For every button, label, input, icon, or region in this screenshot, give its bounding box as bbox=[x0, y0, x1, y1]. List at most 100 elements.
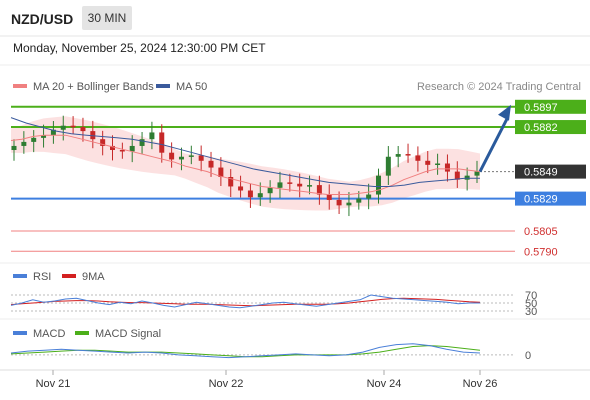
candle-body bbox=[50, 129, 56, 136]
candle-body bbox=[277, 182, 283, 188]
ma20-legend-label: MA 20 + Bollinger Bands bbox=[33, 81, 154, 93]
time-axis: Nov 21 Nov 22 Nov 24 Nov 26 bbox=[36, 370, 498, 390]
bollinger-bands bbox=[11, 116, 480, 211]
candle-body bbox=[474, 171, 480, 176]
rsi-line bbox=[10, 294, 480, 309]
candle-body bbox=[208, 160, 214, 168]
bollinger-band-fill bbox=[11, 116, 480, 211]
ma50-legend-label: MA 50 bbox=[176, 81, 207, 93]
macd-panel: 0 bbox=[10, 343, 531, 362]
forecast-arrow-shaft bbox=[478, 118, 509, 173]
ma50-legend-swatch bbox=[156, 84, 170, 88]
candle-body bbox=[257, 193, 263, 198]
rsi-legend-swatch bbox=[13, 274, 27, 278]
ma50-line bbox=[10, 117, 480, 187]
pivot-level-label: 0.5829 bbox=[524, 194, 558, 206]
candle-body bbox=[218, 167, 224, 177]
candle-body bbox=[287, 182, 293, 184]
candle-body bbox=[444, 163, 450, 172]
candle-body bbox=[178, 156, 184, 160]
chart-datetime: Monday, November 25, 2024 12:30:00 PM CE… bbox=[13, 41, 266, 55]
time-tick-label: Nov 26 bbox=[463, 378, 498, 390]
candle-body bbox=[405, 154, 411, 156]
rsi-tick-label: 50 bbox=[525, 298, 537, 310]
symbol-title: NZD/USD bbox=[11, 11, 74, 27]
support-level-label: 0.5790 bbox=[524, 246, 558, 258]
macd-legend-label: MACD bbox=[33, 328, 65, 340]
candle-body bbox=[454, 171, 460, 180]
candle-body bbox=[336, 199, 342, 206]
candle-body bbox=[159, 132, 165, 153]
ma20-legend-swatch bbox=[13, 84, 27, 88]
candle-body bbox=[169, 152, 175, 160]
macd-tick-label: 0 bbox=[525, 350, 531, 362]
candle-body bbox=[90, 131, 96, 140]
candle-body bbox=[316, 185, 322, 195]
macd-signal-legend-swatch bbox=[75, 331, 89, 335]
forecast-arrow-head bbox=[498, 104, 511, 121]
candle-body bbox=[31, 137, 37, 142]
forecast-arrow bbox=[478, 104, 511, 173]
candle-body bbox=[395, 154, 401, 157]
candle-body bbox=[198, 155, 204, 161]
macd-legend-swatch bbox=[13, 331, 27, 335]
candle-body bbox=[139, 139, 145, 146]
candle-body bbox=[326, 194, 332, 200]
time-tick-label: Nov 24 bbox=[367, 378, 402, 390]
candle-body bbox=[435, 163, 441, 165]
resistance-level-tag bbox=[515, 99, 586, 114]
candle-body bbox=[385, 156, 391, 176]
candle-body bbox=[119, 150, 125, 152]
candle-body bbox=[21, 141, 27, 146]
candle-body bbox=[267, 187, 273, 194]
moving-averages bbox=[10, 117, 481, 195]
rsi-ma-legend-swatch bbox=[62, 274, 76, 278]
candle-body bbox=[346, 202, 352, 206]
time-tick-label: Nov 21 bbox=[36, 378, 71, 390]
macd-legend: MACD MACD Signal bbox=[13, 328, 161, 340]
candle-body bbox=[307, 185, 313, 187]
candle-body bbox=[247, 190, 253, 198]
resistance-level-label: 0.5897 bbox=[524, 102, 558, 114]
ma20-line bbox=[10, 134, 481, 195]
pivot-level-tag bbox=[515, 191, 586, 206]
candle-body bbox=[60, 125, 66, 130]
macd-line bbox=[10, 343, 481, 359]
candle-body bbox=[100, 139, 106, 146]
candle-body bbox=[415, 155, 421, 161]
candle-body bbox=[80, 127, 86, 132]
candle-body bbox=[297, 183, 303, 187]
current-price-label: 0.5849 bbox=[524, 167, 558, 179]
chart-header: NZD/USD 30 MIN bbox=[0, 6, 590, 34]
time-tick-label: Nov 22 bbox=[209, 378, 244, 390]
candle-body bbox=[41, 135, 47, 138]
candle-body bbox=[129, 145, 135, 152]
resistance-level-tag bbox=[515, 120, 586, 135]
rsi-ma-legend-label: 9MA bbox=[82, 271, 105, 283]
candle-body bbox=[11, 145, 17, 150]
timeframe-badge[interactable]: 30 MIN bbox=[82, 6, 132, 30]
candle-body bbox=[110, 145, 116, 150]
credit-text: Research © 2024 Trading Central bbox=[417, 81, 581, 93]
price-legend: MA 20 + Bollinger Bands MA 50 Research ©… bbox=[13, 81, 581, 93]
candle-body bbox=[366, 194, 372, 199]
candle-body bbox=[375, 175, 381, 195]
support-level-label: 0.5805 bbox=[524, 226, 558, 238]
price-levels bbox=[11, 105, 515, 252]
candle-body bbox=[149, 132, 155, 140]
candle-body bbox=[238, 186, 244, 191]
macd-signal-legend-label: MACD Signal bbox=[95, 328, 161, 340]
rsi-tick-label: 70 bbox=[525, 290, 537, 302]
candle-body bbox=[70, 125, 76, 128]
macd-signal-line bbox=[10, 345, 481, 358]
candle-body bbox=[464, 175, 470, 180]
candle-body bbox=[228, 177, 234, 187]
rsi-tick-label: 30 bbox=[525, 306, 537, 318]
rsi-legend-label: RSI bbox=[33, 271, 51, 283]
current-price-tag bbox=[515, 164, 586, 179]
price-level-labels: 0.5897 0.5882 0.5849 0.5829 0.5805 0.5790 bbox=[515, 99, 586, 258]
candle-body bbox=[188, 155, 194, 157]
